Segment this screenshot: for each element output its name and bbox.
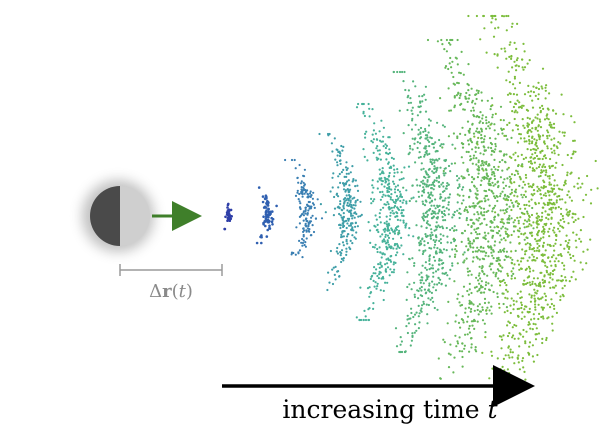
particle-shell-7 (426, 38, 541, 380)
particle-shells (223, 14, 599, 381)
time-axis-label: increasing time t (282, 395, 498, 424)
particle-shell-3 (284, 158, 324, 259)
sphere-dark-half (90, 186, 120, 246)
particle-shell-8 (467, 14, 599, 381)
particle-shell-1 (223, 202, 233, 231)
displacement-bracket (119, 264, 223, 276)
sphere-light-half (120, 186, 150, 246)
sphere (82, 180, 154, 252)
particle-shell-4 (318, 132, 363, 292)
particle-shell-6 (392, 70, 472, 354)
particle-shell-2 (255, 186, 278, 245)
displacement-label: Δr(t) (149, 281, 193, 302)
particle-shell-5 (355, 102, 415, 322)
